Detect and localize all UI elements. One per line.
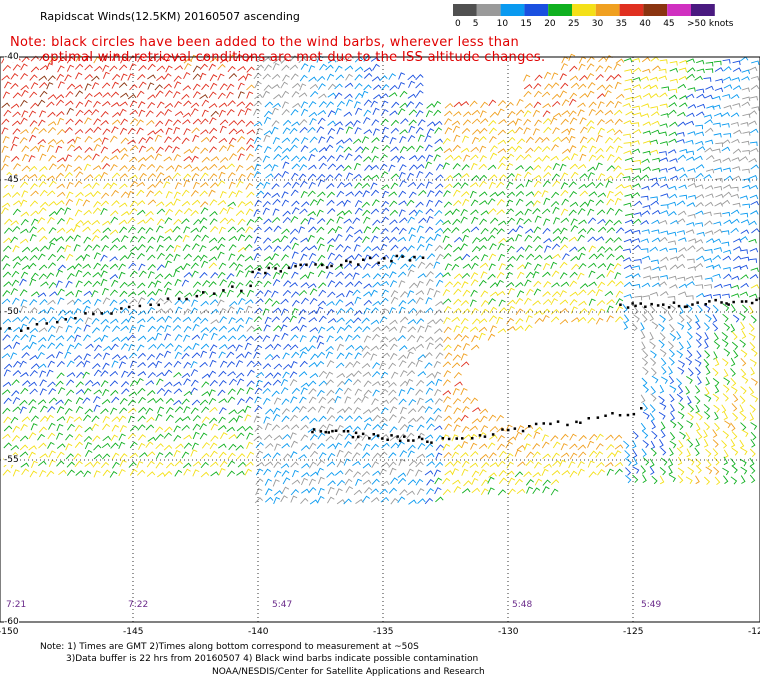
legend-swatch (667, 4, 691, 16)
pass-time-label: 5:47 (272, 600, 293, 610)
legend-label: 0 (455, 19, 461, 29)
longitude-label: -145 (123, 627, 144, 637)
grid-lines (0, 57, 760, 622)
legend-label: 10 (496, 19, 509, 29)
wind-barb-field (1, 53, 760, 505)
color-legend (453, 4, 715, 16)
legend-swatch (476, 4, 501, 16)
longitude-label: -135 (373, 627, 394, 637)
latitude-label: -55 (4, 455, 19, 465)
longitude-label: -150 (0, 627, 19, 637)
legend-swatch (548, 4, 572, 16)
page-title: Rapidscat Winds(12.5KM) 20160507 ascendi… (40, 10, 300, 23)
legend-label: 20 (544, 19, 556, 29)
legend-swatch (691, 4, 715, 16)
warning-note-line2: optimal wind retrieval conditions are me… (42, 50, 546, 65)
warning-note-line1: Note: black circles have been added to t… (10, 35, 520, 50)
legend-label: 30 (591, 19, 604, 29)
footer-note-line2: 3)Data buffer is 22 hrs from 20160507 4)… (66, 654, 479, 664)
pass-time-label: 7:22 (128, 600, 149, 610)
latitude-label: -45 (4, 175, 19, 185)
pass-time-label: 5:48 (512, 600, 533, 610)
legend-swatch (572, 4, 596, 16)
latitude-label: -50 (4, 307, 19, 317)
legend-label: >50 knots (687, 19, 734, 29)
legend-swatch (500, 4, 525, 16)
legend-swatch (643, 4, 668, 16)
legend-label: 25 (568, 19, 580, 29)
legend-label: 15 (520, 19, 532, 29)
pass-time-label: 5:49 (641, 600, 662, 610)
map-frame (0, 56, 760, 623)
footer-note-line1: Note: 1) Times are GMT 2)Times along bot… (40, 642, 419, 652)
footer-credit: NOAA/NESDIS/Center for Satellite Applica… (212, 667, 485, 677)
longitude-label: -130 (498, 627, 519, 637)
longitude-label: -120 (748, 627, 760, 637)
latitude-label: -40 (4, 52, 19, 62)
latitude-label: -60 (4, 617, 19, 627)
legend-label: 45 (663, 19, 675, 29)
longitude-label: -125 (623, 627, 644, 637)
legend-label: 5 (472, 19, 479, 29)
flag-dot-field (0, 254, 760, 444)
legend-swatch (524, 4, 549, 16)
legend-label: 35 (615, 19, 628, 29)
legend-swatch (619, 4, 644, 16)
legend-swatch (453, 4, 477, 16)
longitude-label: -140 (248, 627, 269, 637)
pass-time-label: 7:21 (6, 600, 27, 610)
legend-swatch (595, 4, 620, 16)
legend-label: 40 (639, 19, 651, 29)
